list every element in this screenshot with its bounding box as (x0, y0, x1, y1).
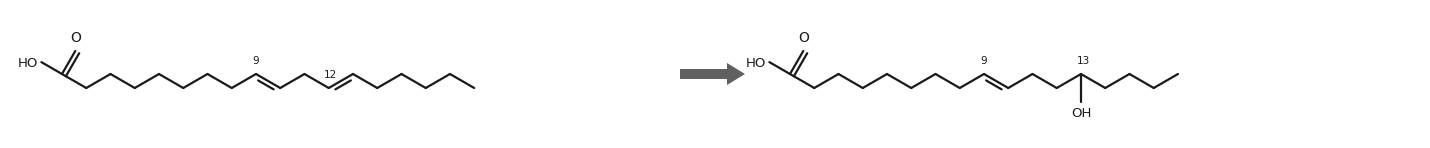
Text: HO: HO (746, 57, 766, 70)
Text: 9: 9 (981, 56, 987, 66)
Text: 12: 12 (325, 70, 337, 80)
Text: OH: OH (1071, 107, 1091, 120)
Polygon shape (681, 69, 726, 79)
Text: O: O (798, 31, 809, 45)
Text: 9: 9 (253, 56, 259, 66)
Text: O: O (70, 31, 80, 45)
Text: 13: 13 (1077, 56, 1090, 66)
Polygon shape (726, 63, 745, 85)
Text: HO: HO (19, 57, 39, 70)
